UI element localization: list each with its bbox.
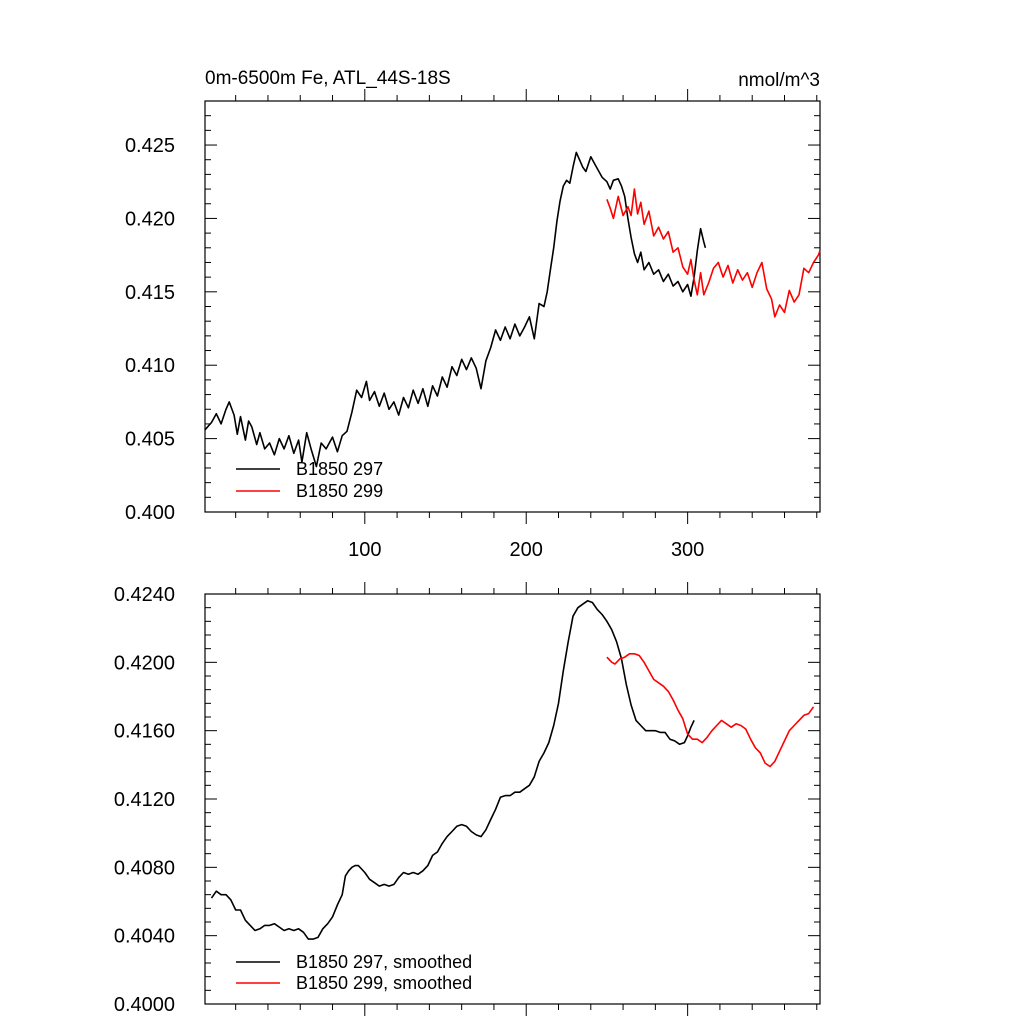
y-tick-label: 0.4200	[114, 652, 175, 674]
bottom-plot-area: 0.4000 0.4040 0.4080 0.4120 0.4160 0.4200 0.42…	[114, 582, 821, 1016]
y-tick-label: 0.4120	[114, 789, 175, 811]
plot-frame	[204, 593, 821, 1005]
plot-frame	[204, 100, 821, 513]
y-tick-label: 0.410	[125, 355, 175, 377]
top-panel-title: 0m-6500m Fe, ATL_44S-18S	[205, 68, 451, 89]
y-tick-label: 0.4040	[114, 926, 175, 948]
legend-label-series-2-smoothed: B1850 299, smoothed	[296, 973, 472, 993]
series-line-2	[606, 188, 821, 318]
y-tick-label: 0.4240	[114, 584, 175, 606]
y-tick-label: 0.4160	[114, 721, 175, 743]
y-tick-label: 0.4080	[114, 857, 175, 879]
y-tick-label: 0.400	[125, 502, 175, 524]
y-tick-label: 0.405	[125, 429, 175, 451]
bottom-panel: 0.4000 0.4040 0.4080 0.4120 0.4160 0.4200 0.42…	[114, 582, 821, 1016]
series-line-1	[210, 600, 695, 940]
y-tick-label: 0.425	[125, 135, 175, 157]
bottom-legend: B1850 297, smoothed B1850 299, smoothed	[236, 952, 472, 993]
series-line-2	[606, 653, 815, 768]
top-panel: 0m-6500m Fe, ATL_44S-18S nmol/m^3 0.4000…	[125, 68, 821, 561]
y-tick-label: 0.420	[125, 208, 175, 230]
legend-label-series-1-smoothed: B1850 297, smoothed	[296, 952, 472, 972]
top-panel-units: nmol/m^3	[738, 70, 820, 91]
x-tick-label: 100	[348, 539, 381, 561]
legend-label-series-2: B1850 299	[296, 481, 383, 501]
x-tick-label: 300	[671, 539, 704, 561]
y-tick-label: 0.415	[125, 282, 175, 304]
top-legend: B1850 297 B1850 299	[236, 459, 383, 501]
series-line-1	[204, 151, 707, 468]
x-tick-label: 200	[510, 539, 543, 561]
top-plot-area: 0.400 0.405 0.410 0.415 0.420 0.425 100 200 300	[125, 89, 821, 561]
legend-label-series-1: B1850 297	[296, 459, 383, 479]
y-tick-label: 0.4000	[114, 994, 175, 1016]
